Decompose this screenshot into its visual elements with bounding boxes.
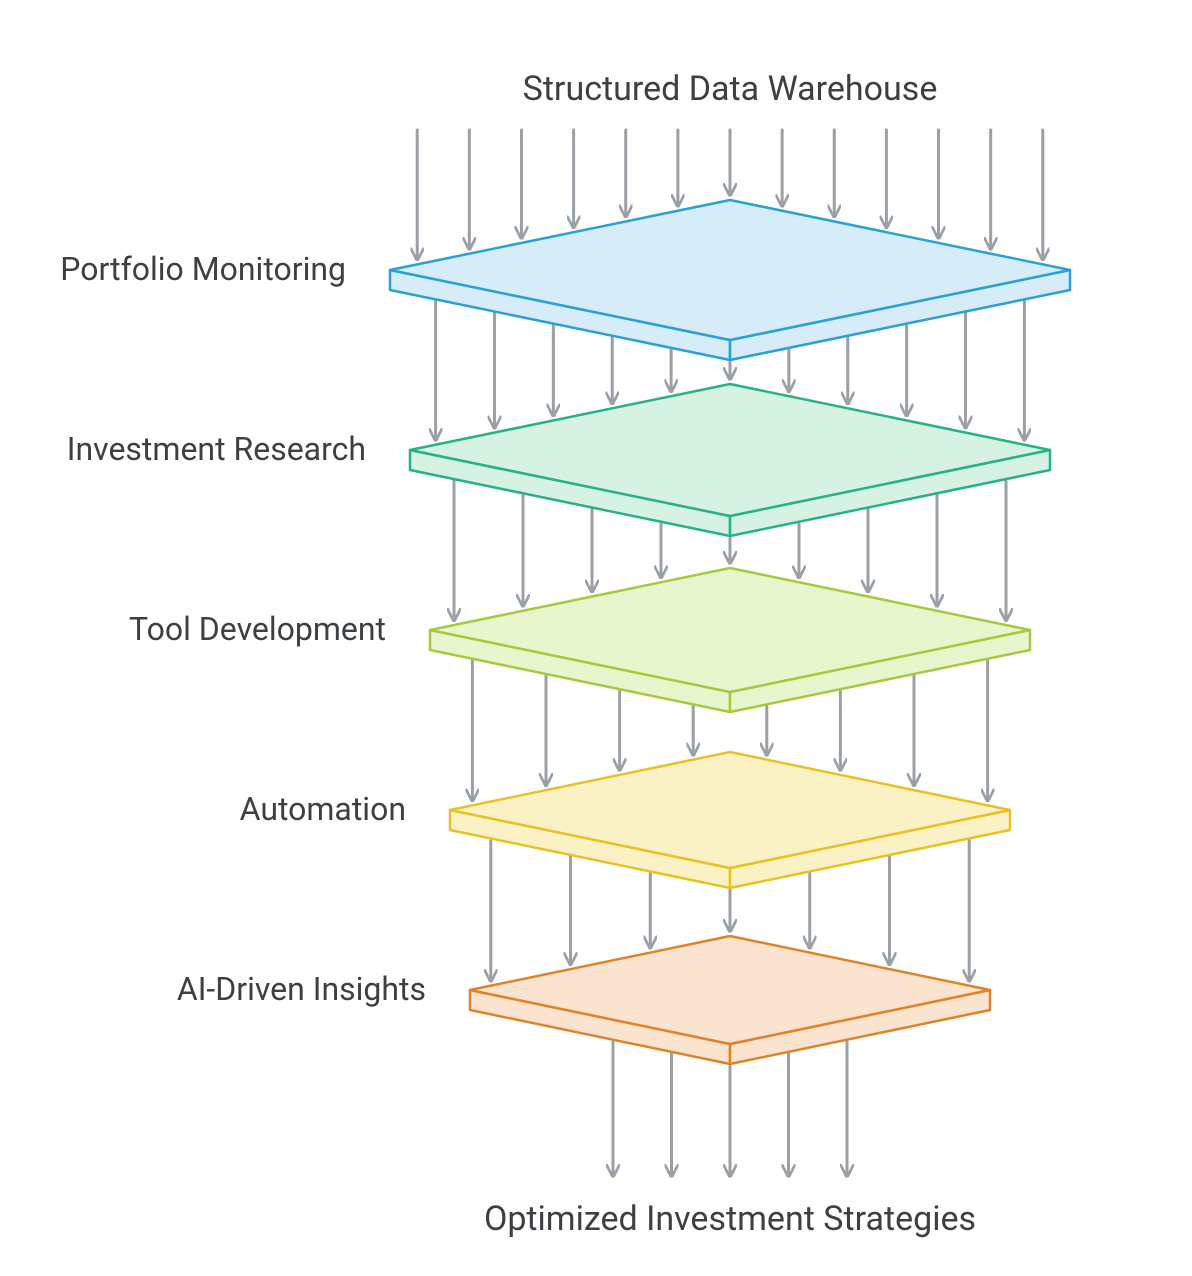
diagram-stage: Structured Data Warehouse Optimized Inves…	[0, 0, 1192, 1276]
bottom-title: Optimized Investment Strategies	[484, 1199, 976, 1239]
layer-0-face-top	[390, 200, 1070, 340]
layer-label-0: Portfolio Monitoring	[60, 250, 346, 288]
layer-2-face-top	[430, 568, 1030, 692]
layer-label-4: AI-Driven Insights	[177, 970, 426, 1008]
layer-2	[430, 568, 1030, 712]
layer-label-3: Automation	[240, 790, 406, 828]
layer-0	[390, 200, 1070, 360]
layer-label-2: Tool Development	[129, 610, 386, 648]
top-title: Structured Data Warehouse	[523, 69, 938, 109]
layer-3	[450, 752, 1010, 888]
layer-1	[410, 384, 1050, 536]
layer-4-face-top	[470, 936, 990, 1044]
diagram-svg: Structured Data Warehouse Optimized Inves…	[0, 0, 1192, 1276]
layer-3-face-top	[450, 752, 1010, 868]
layer-label-1: Investment Research	[67, 430, 366, 468]
layer-4	[470, 936, 990, 1064]
layer-1-face-top	[410, 384, 1050, 516]
